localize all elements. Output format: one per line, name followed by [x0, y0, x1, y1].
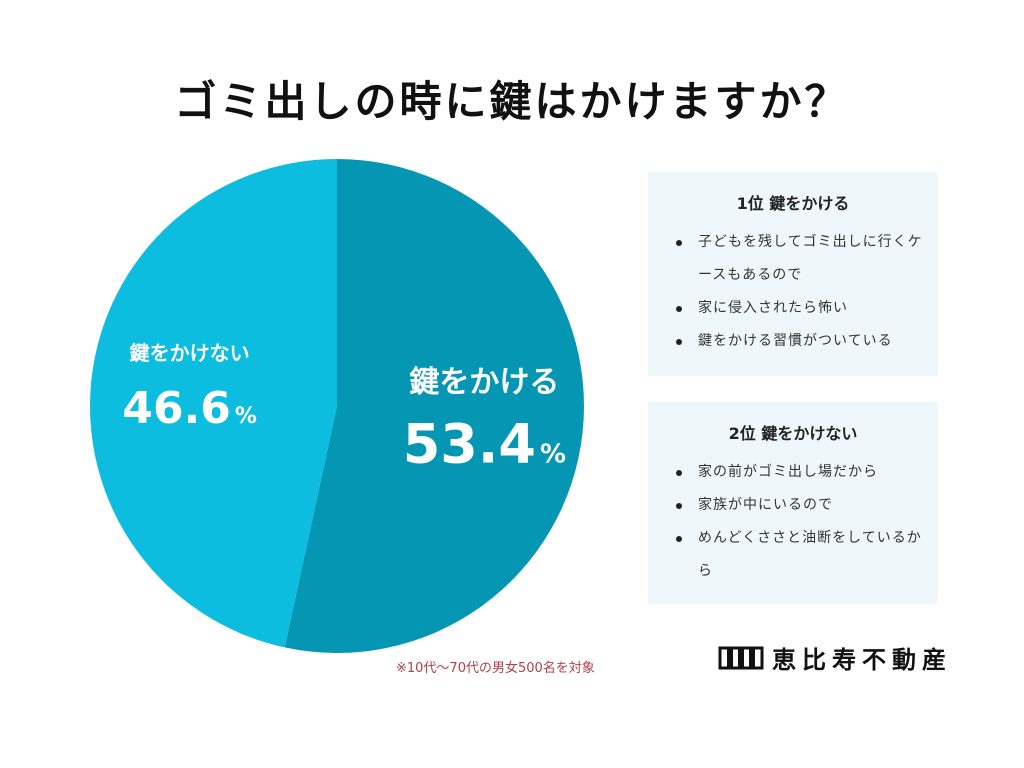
survey-note: ※10代〜70代の男女500名を対象 — [396, 661, 595, 676]
building-logo-icon — [718, 646, 764, 669]
slice-value: 46.6% — [122, 383, 257, 434]
chart-title: ゴミ出しの時に鍵はかけますか？ — [174, 77, 850, 126]
pie-slice — [89, 159, 337, 648]
slice-label: 鍵をかける — [409, 365, 559, 400]
slice-label: 鍵をかけない — [130, 341, 250, 365]
pie-chart: 鍵をかける 53.4 % 鍵をかけない 46.6% — [89, 159, 584, 654]
reason-box-1: 1位 鍵をかける 子どもを残してゴミ出しに行くケースもあるので 家に侵入されたら… — [648, 172, 938, 376]
company-logo: 恵比寿不動産 — [718, 640, 952, 675]
slice-value: 53.4% — [403, 412, 566, 475]
reason-box-1-heading: 1位 鍵をかける — [736, 194, 850, 213]
list-item: 鍵をかける習慣がついている — [676, 325, 924, 358]
list-item: 家の前がゴミ出し場だから — [676, 456, 924, 489]
list-item: 子どもを残してゴミ出しに行くケースもあるので — [676, 226, 924, 292]
list-item: めんどくささと油断をしているから — [676, 522, 924, 588]
reason-box-2-heading: 2位 鍵をかけない — [728, 424, 858, 443]
list-item: 家族が中にいるので — [676, 489, 924, 522]
list-item: 家に侵入されたら怖い — [676, 292, 924, 325]
reason-box-2-list: 家の前がゴミ出し場だから 家族が中にいるので めんどくささと油断をしているから — [648, 456, 938, 588]
reason-box-2: 2位 鍵をかけない 家の前がゴミ出し場だから 家族が中にいるので めんどくささと… — [648, 402, 938, 604]
reason-box-1-list: 子どもを残してゴミ出しに行くケースもあるので 家に侵入されたら怖い 鍵をかける習… — [648, 226, 938, 358]
pie-slice — [284, 159, 584, 654]
logo-text: 恵比寿不動産 — [772, 646, 952, 674]
